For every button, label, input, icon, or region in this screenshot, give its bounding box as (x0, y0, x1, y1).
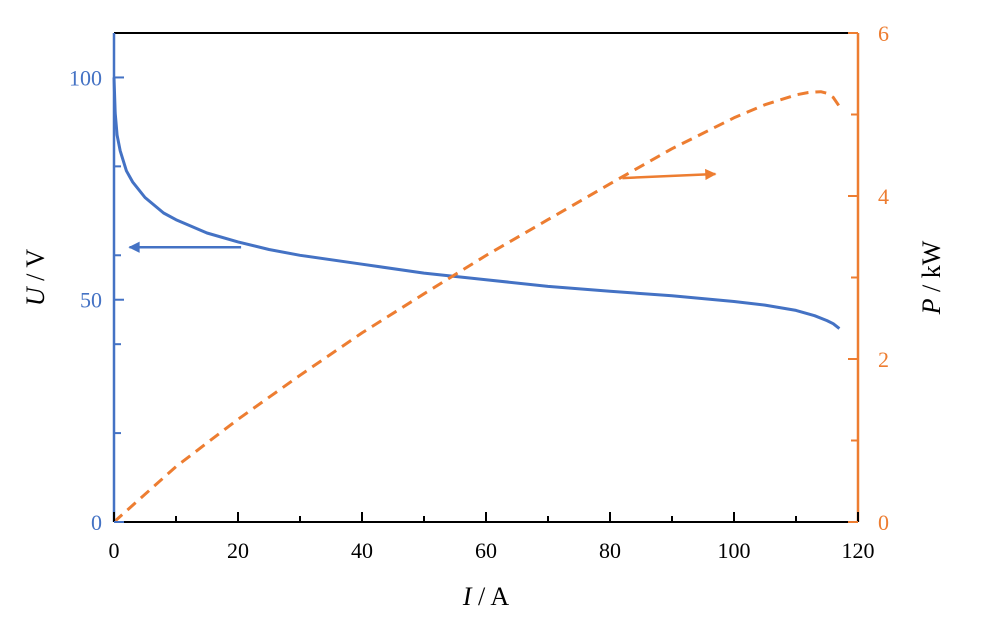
right-y-tick-label: 4 (878, 184, 889, 209)
x-tick-label: 80 (599, 538, 621, 563)
left-y-tick-label: 0 (91, 510, 102, 535)
x-axis-title-symbol: I (462, 582, 473, 611)
annotation-layer (128, 168, 717, 253)
right-y-axis-title-unit: kW (917, 240, 946, 278)
x-tick-label: 20 (227, 538, 249, 563)
power-axis-arrow (622, 168, 717, 181)
right-y-tick-label: 6 (878, 21, 889, 46)
x-tick-label: 120 (842, 538, 875, 563)
series-layer (112, 77, 841, 524)
left-y-tick-label: 50 (80, 288, 102, 313)
left-y-axis-title-unit: V (21, 249, 50, 268)
left-y-tick-label: 100 (69, 65, 102, 90)
axis-layer (112, 32, 860, 523)
left-y-axis-title-symbol: U (21, 285, 50, 306)
voltage-curve (112, 77, 841, 330)
x-axis-title: I / A (462, 582, 509, 611)
right-y-axis-title-symbol: P (917, 298, 946, 315)
left-y-axis-title-separator: / (21, 268, 50, 288)
right-y-tick-label: 2 (878, 347, 889, 372)
right-y-tick-label: 0 (878, 510, 889, 535)
x-tick-label: 100 (718, 538, 751, 563)
x-tick-label: 60 (475, 538, 497, 563)
x-axis-title-separator: / (472, 582, 491, 611)
x-axis-title-unit: A (490, 582, 509, 611)
x-tick-label: 40 (351, 538, 373, 563)
left-y-axis-title: U / V (21, 249, 50, 307)
right-y-axis-title: P / kW (917, 240, 946, 315)
power-curve (113, 90, 841, 524)
right-y-axis-title-separator: / (917, 278, 946, 298)
x-tick-label: 0 (109, 538, 120, 563)
